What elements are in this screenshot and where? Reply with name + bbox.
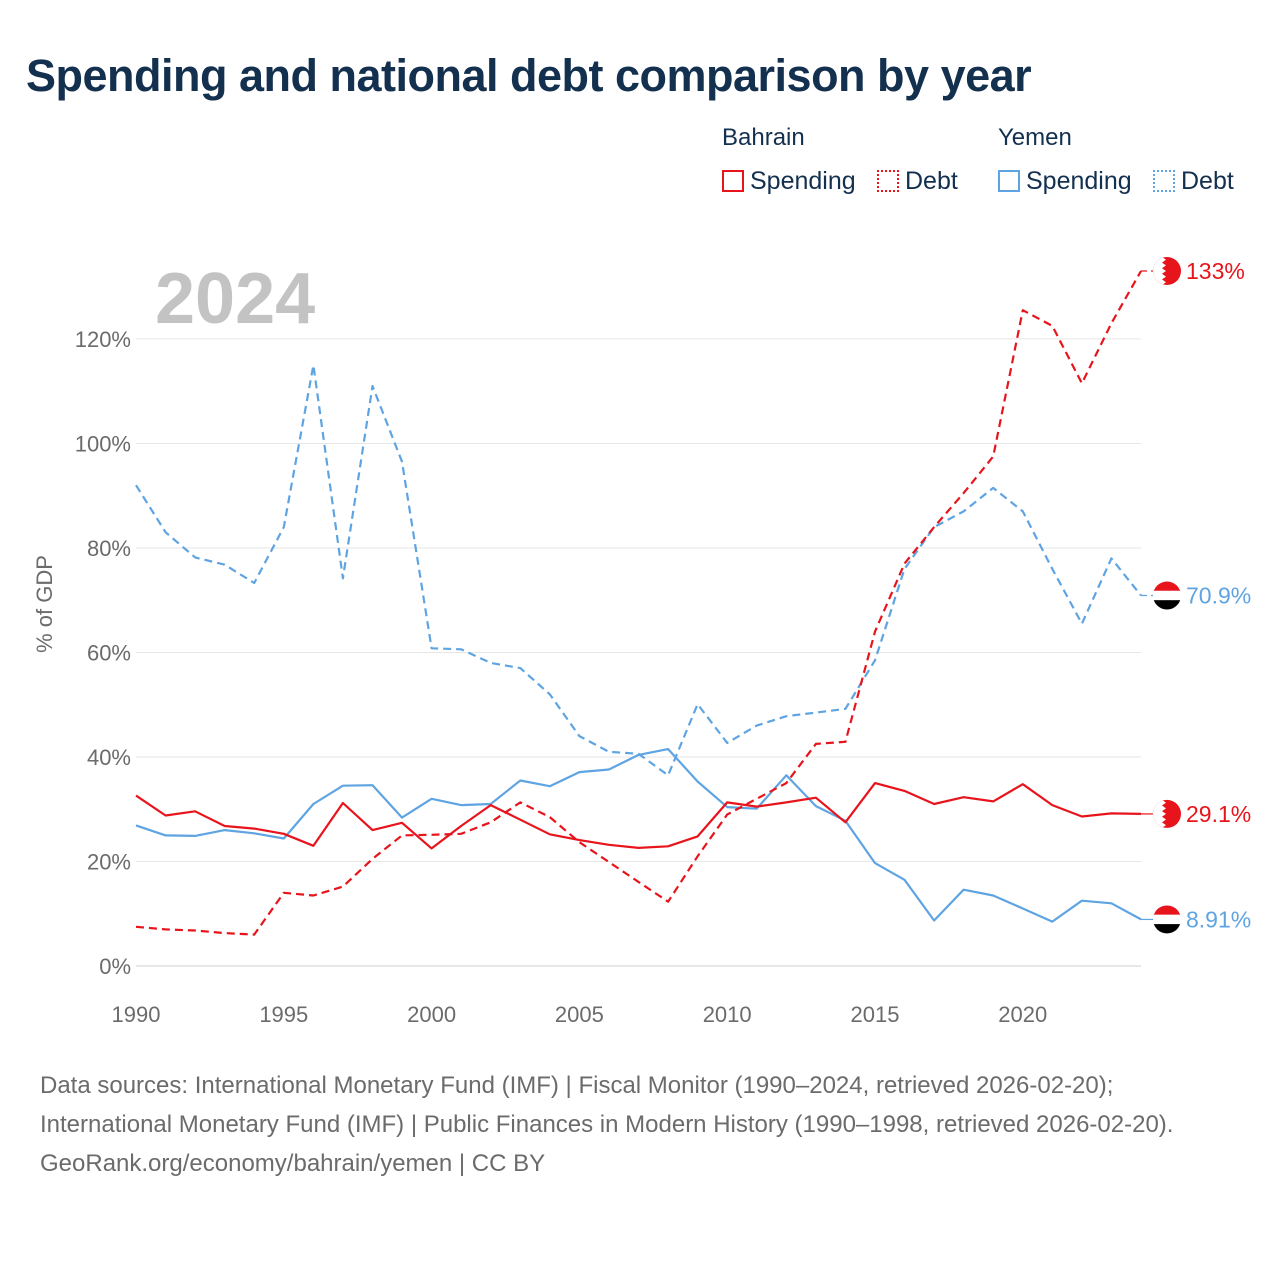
- x-tick-label: 2000: [407, 1002, 456, 1027]
- flag-serration: [1153, 257, 1166, 285]
- year-watermark: 2024: [155, 259, 315, 339]
- y-tick-label: 120%: [75, 327, 131, 352]
- flag-band-red: [1153, 581, 1181, 591]
- x-tick-label: 2020: [998, 1002, 1047, 1027]
- legend-swatch-solid-icon: [722, 170, 744, 192]
- legend-label: Spending: [750, 166, 856, 195]
- data-sources: Data sources: International Monetary Fun…: [40, 1072, 1174, 1138]
- legend-country-yemen: Yemen: [998, 124, 1072, 151]
- flag-band-white: [1153, 590, 1181, 601]
- flag-band-white: [1153, 914, 1181, 925]
- y-tick-label: 60%: [87, 640, 131, 665]
- flag-band-black: [1153, 600, 1181, 610]
- end-value-label: 133%: [1186, 258, 1245, 284]
- series-line-bahrain-debt: [135, 270, 1142, 936]
- x-axis: 1990 1995 2000 2005 2010 2015 2020: [112, 1002, 1048, 1027]
- yemen-flag-icon: [1153, 905, 1181, 934]
- legend-swatch-dotted-icon: [1153, 170, 1175, 192]
- end-value-label: 29.1%: [1186, 801, 1251, 827]
- legend-swatch-dotted-icon: [877, 170, 899, 192]
- y-tick-label: 100%: [75, 431, 131, 456]
- end-value-label: 8.91%: [1186, 906, 1251, 932]
- legend-item-bahrain-spending[interactable]: Spending: [722, 166, 856, 196]
- line-chart: 2024 % of GDP 0% 20% 40% 60% 80% 100% 120% 199…: [32, 257, 1251, 1027]
- legend-item-yemen-debt[interactable]: Debt: [1153, 166, 1234, 196]
- y-axis: 0% 20% 40% 60% 80% 100% 120%: [75, 327, 131, 979]
- series-line-bahrain-spending: [135, 781, 1142, 850]
- x-tick-label: 2015: [850, 1002, 899, 1027]
- legend-item-bahrain-debt[interactable]: Debt: [877, 166, 958, 196]
- y-tick-label: 0%: [99, 954, 131, 979]
- legend-label: Debt: [905, 166, 958, 195]
- bahrain-flag-icon: [1153, 257, 1181, 285]
- yemen-flag-icon: [1153, 581, 1181, 610]
- legend-label: Debt: [1181, 166, 1234, 195]
- flag-band-black: [1153, 924, 1181, 934]
- legend-item-yemen-spending[interactable]: Spending: [998, 166, 1132, 196]
- x-tick-label: 2010: [703, 1002, 752, 1027]
- series-line-yemen-debt: [135, 364, 1142, 777]
- end-markers: 133% 29.1% 70.9% 8.91%: [1141, 257, 1251, 934]
- end-value-label: 70.9%: [1186, 583, 1251, 609]
- legend-label: Spending: [1026, 166, 1132, 195]
- legend-swatch-solid-icon: [998, 170, 1020, 192]
- legend-country-bahrain: Bahrain: [722, 124, 805, 151]
- x-tick-label: 1990: [112, 1002, 161, 1027]
- x-tick-label: 1995: [259, 1002, 308, 1027]
- flag-band-red: [1153, 905, 1181, 915]
- grid: [136, 338, 1141, 967]
- flag-serration: [1153, 799, 1166, 828]
- chart-title: Spending and national debt comparison by…: [26, 50, 1032, 101]
- y-tick-label: 20%: [87, 849, 131, 874]
- y-tick-label: 80%: [87, 536, 131, 561]
- x-tick-label: 2005: [555, 1002, 604, 1027]
- bahrain-flag-icon: [1153, 799, 1181, 828]
- footer: Data sources: International Monetary Fun…: [40, 1066, 1240, 1183]
- y-tick-label: 40%: [87, 745, 131, 770]
- y-axis-title: % of GDP: [32, 555, 57, 653]
- series-group: [135, 270, 1142, 936]
- credit-link[interactable]: GeoRank.org/economy/bahrain/yemen | CC B…: [40, 1150, 546, 1177]
